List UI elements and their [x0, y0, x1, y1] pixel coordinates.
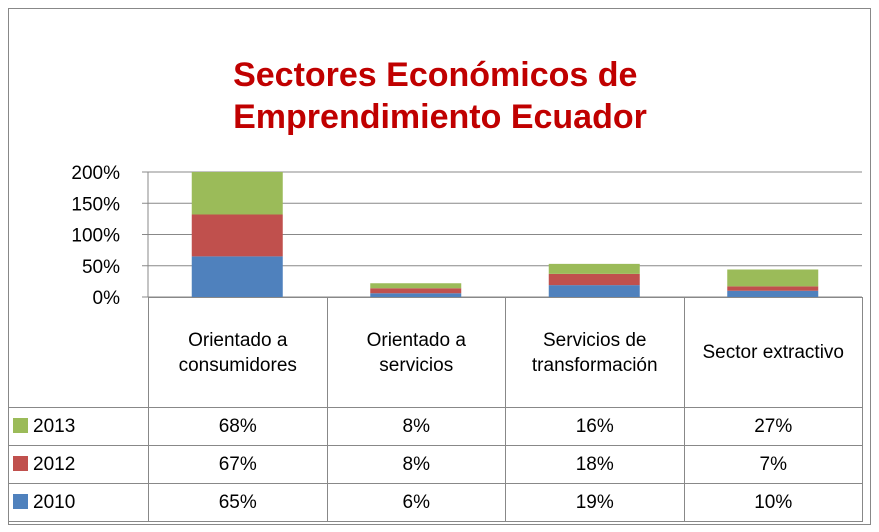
value-label: 65% — [148, 483, 328, 522]
value-label: 19% — [505, 483, 685, 522]
value-label: 7% — [683, 445, 863, 484]
bar-segment — [548, 273, 640, 286]
series-row: 2012 67% 8% 18% 7% — [8, 445, 863, 484]
legend-cell: 2013 — [8, 407, 149, 446]
title-line: Sectores Económicos de — [233, 56, 637, 94]
category-label: Orientado a servicios — [326, 297, 506, 408]
series-row: 2013 68% 8% 16% 27% — [8, 407, 863, 446]
bar-segment — [191, 214, 283, 257]
bar-segment — [548, 285, 640, 297]
legend-cell: 2010 — [8, 483, 149, 522]
value-label: 27% — [683, 407, 863, 446]
value-label: 16% — [505, 407, 685, 446]
bar-segment — [727, 290, 819, 297]
category-label: Servicios de transformación — [505, 297, 685, 408]
legend-cell: 2012 — [8, 445, 149, 484]
bar-segment — [370, 293, 462, 297]
data-table: Orientado a consumidores Orientado a serv… — [8, 297, 863, 522]
value-label: 67% — [148, 445, 328, 484]
legend-swatch — [13, 456, 28, 471]
bar-segment — [727, 269, 819, 287]
bar-segment — [548, 263, 640, 274]
value-label: 10% — [683, 483, 863, 522]
y-tick-label: 150% — [71, 194, 120, 215]
bar-segment — [191, 172, 283, 215]
legend-swatch — [13, 418, 28, 433]
value-label: 6% — [326, 483, 506, 522]
bar-segment — [370, 283, 462, 289]
value-label: 8% — [326, 407, 506, 446]
legend-label: 2010 — [33, 492, 76, 513]
y-tick-label: 100% — [71, 226, 120, 247]
bar-segment — [191, 256, 283, 297]
title-line: Emprendimiento Ecuador — [233, 98, 647, 136]
corner-cell — [8, 297, 149, 408]
value-label: 68% — [148, 407, 328, 446]
category-label: Sector extractivo — [683, 297, 863, 408]
bar-segment — [370, 288, 462, 294]
category-label: Orientado a consumidores — [148, 297, 328, 408]
bar-segment — [727, 286, 819, 291]
y-tick-label: 200% — [71, 163, 120, 184]
header-row: Orientado a consumidores Orientado a serv… — [8, 297, 863, 408]
chart-title: Sectores Económicos de Emprendimiento Ec… — [233, 56, 647, 136]
legend-label: 2013 — [33, 416, 76, 437]
chart-frame — [8, 8, 871, 525]
value-label: 18% — [505, 445, 685, 484]
value-label: 8% — [326, 445, 506, 484]
legend-label: 2012 — [33, 454, 76, 475]
legend-swatch — [13, 494, 28, 509]
y-tick-label: 50% — [82, 257, 120, 278]
series-row: 2010 65% 6% 19% 10% — [8, 483, 863, 522]
